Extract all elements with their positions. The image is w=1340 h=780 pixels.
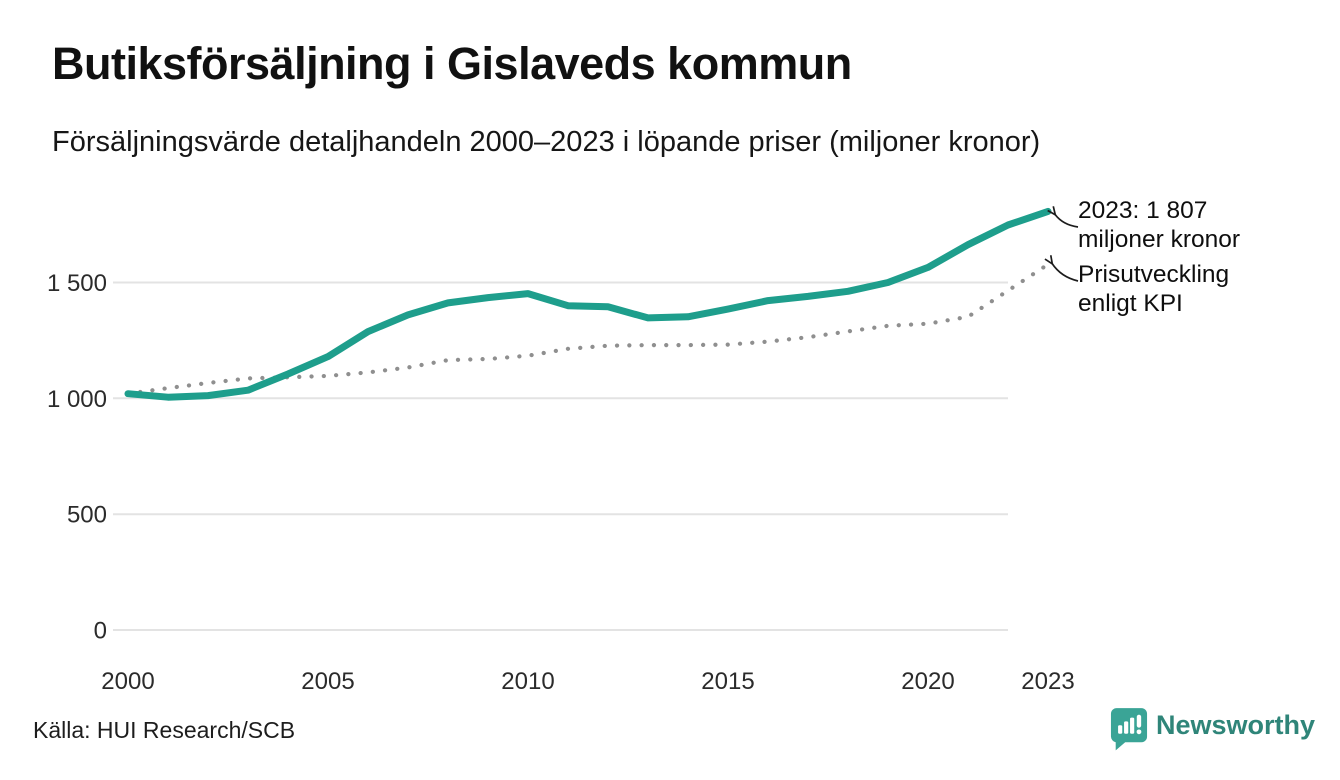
logo-bar-1 [1118, 725, 1123, 734]
logo-bar-3 [1130, 717, 1135, 734]
annotation-line-1: Prisutveckling [1078, 261, 1230, 288]
y-tick-label: 0 [94, 618, 107, 645]
annotation-latest-value: 2023: 1 807 miljoner kronor [1078, 196, 1240, 254]
chart-title: Butiksförsäljning i Gislaveds kommun [52, 38, 852, 89]
y-tick-label: 1 500 [47, 270, 107, 297]
x-tick-label: 2005 [301, 668, 354, 695]
x-tick-label: 2010 [501, 668, 554, 695]
logo-bar-2 [1124, 721, 1129, 734]
x-tick-label: 2023 [1021, 668, 1074, 695]
annotation-arrow [1052, 263, 1079, 282]
chart-subtitle: Försäljningsvärde detaljhandeln 2000–202… [52, 126, 1041, 158]
x-tick-label: 2000 [101, 668, 154, 695]
newsworthy-logo: Newsworthy [1110, 707, 1315, 751]
annotation-line-2: miljoner kronor [1078, 226, 1241, 253]
sales-line [124, 207, 1052, 401]
y-tick-label: 500 [67, 502, 107, 529]
annotation-arrow [1055, 214, 1079, 228]
newsworthy-logo-text: Newsworthy [1156, 710, 1316, 740]
annotation-line-1: 2023: 1 807 [1078, 197, 1208, 224]
logo-exclamation-dot [1136, 729, 1142, 735]
speech-bubble-shape [1110, 708, 1148, 751]
logo-exclamation-stem [1136, 714, 1142, 728]
kpi-line [125, 262, 1051, 396]
newsworthy-logo-icon [1110, 708, 1148, 751]
x-tick-label: 2020 [901, 668, 954, 695]
annotation-kpi-label: Prisutveckling enligt KPI [1078, 260, 1229, 318]
annotation-line-2: enligt KPI [1078, 290, 1183, 317]
source-note: Källa: HUI Research/SCB [33, 717, 296, 743]
x-tick-label: 2015 [701, 668, 754, 695]
y-tick-label: 1 000 [47, 386, 107, 413]
